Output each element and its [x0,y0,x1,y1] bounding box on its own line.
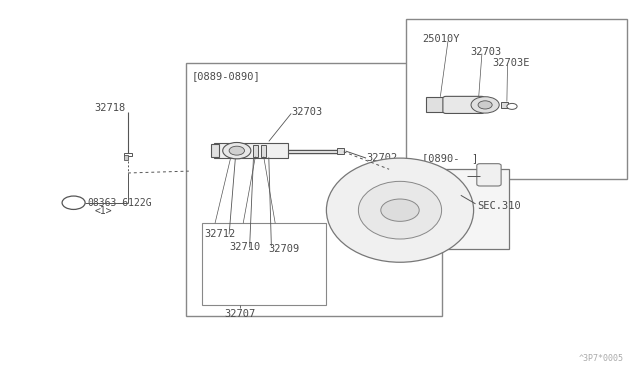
Bar [426,97,445,112]
Text: S: S [71,198,76,207]
Text: 32712: 32712 [205,230,236,239]
Text: 32703: 32703 [291,107,323,116]
Text: <1>: <1> [95,206,113,216]
Circle shape [478,101,492,109]
Bar [261,145,266,157]
Bar [253,145,258,157]
Text: [0889-0890]: [0889-0890] [192,71,260,81]
Text: ^3P7*0005: ^3P7*0005 [579,354,624,363]
Bar [501,102,508,108]
Bar [211,144,219,157]
Text: 32703: 32703 [470,47,502,57]
Text: 25010Y: 25010Y [422,34,460,44]
FancyBboxPatch shape [443,96,484,113]
Bar [214,143,288,158]
Text: 32702: 32702 [367,153,398,163]
Bar [124,153,132,156]
Ellipse shape [358,182,442,239]
Circle shape [507,103,517,109]
Bar [186,63,442,316]
Circle shape [471,97,499,113]
Circle shape [223,142,251,159]
Text: 32710: 32710 [229,243,260,252]
Text: [0890-  ]: [0890- ] [422,153,479,163]
Text: SEC.310: SEC.310 [477,202,520,211]
Bar [202,223,326,305]
Circle shape [229,146,244,155]
Bar [406,19,627,179]
Ellipse shape [326,158,474,262]
Circle shape [62,196,85,209]
Bar [337,148,344,154]
Circle shape [381,199,419,221]
Text: 32709: 32709 [269,244,300,254]
Bar [384,169,509,249]
Text: 08363-6122G: 08363-6122G [87,198,152,208]
Text: 32718: 32718 [95,103,126,113]
Text: 32703E: 32703E [493,58,531,68]
Bar [124,155,128,160]
Text: 32707: 32707 [225,310,255,319]
FancyBboxPatch shape [477,164,501,186]
